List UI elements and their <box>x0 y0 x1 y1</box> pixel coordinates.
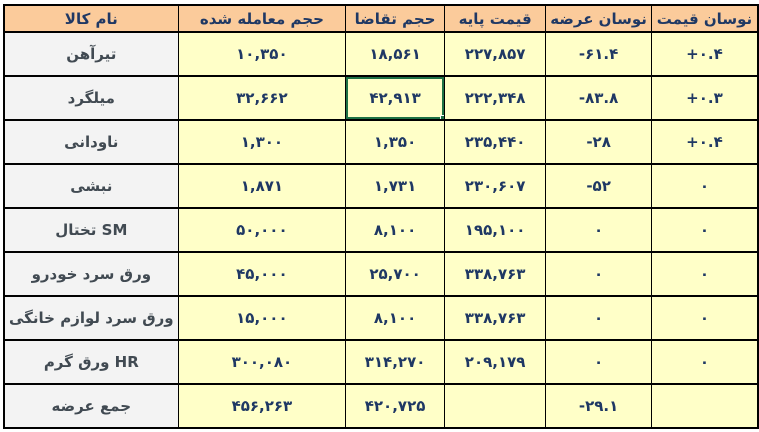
table-row: نبشی ۱,۸۷۱ ۱,۷۳۱ ۲۳۰,۶۰۷ -۵۲ ۰ <box>3 163 759 209</box>
cell-demand-volume[interactable]: ۴۲۰,۷۲۵ <box>345 383 445 429</box>
cell-traded-volume[interactable]: ۳۲,۶۶۲ <box>177 75 347 121</box>
cell-traded-volume[interactable]: ۱۰,۳۵۰ <box>177 31 347 77</box>
cell-price-fluctuation[interactable]: +۰.۴ <box>650 31 759 77</box>
cell-supply-fluctuation[interactable]: ۰ <box>545 339 652 385</box>
cell-traded-volume[interactable]: ۱۵,۰۰۰ <box>177 295 347 341</box>
cell-base-price[interactable]: ۲۰۹,۱۷۹ <box>443 339 547 385</box>
selected-cell-value: ۴۲,۹۱۳ <box>369 89 421 107</box>
cell-traded-volume[interactable]: ۵۰,۰۰۰ <box>177 207 347 253</box>
table-row-total: جمع عرضه ۴۵۶,۲۶۳ ۴۲۰,۷۲۵ -۲۹.۱ <box>3 383 759 429</box>
selected-cell[interactable]: ۴۲,۹۱۳ <box>345 75 445 121</box>
cell-total-label[interactable]: جمع عرضه <box>3 383 179 429</box>
cell-product-name[interactable]: میلگرد <box>3 75 179 121</box>
table-row: تختال SM ۵۰,۰۰۰ ۸,۱۰۰ ۱۹۵,۱۰۰ ۰ ۰ <box>3 207 759 253</box>
cell-demand-volume[interactable]: ۲۵,۷۰۰ <box>345 251 445 297</box>
cell-demand-volume[interactable]: ۱۸,۵۶۱ <box>345 31 445 77</box>
cell-product-name[interactable]: نبشی <box>3 163 179 209</box>
cell-base-price[interactable]: ۲۲۷,۸۵۷ <box>443 31 547 77</box>
table-row: ورق سرد لوازم خانگی ۱۵,۰۰۰ ۸,۱۰۰ ۳۳۸,۷۶۳… <box>3 295 759 341</box>
header-price-fluctuation[interactable]: نوسان قیمت <box>650 4 759 33</box>
cell-base-price[interactable]: ۲۲۲,۳۴۸ <box>443 75 547 121</box>
cell-traded-volume[interactable]: ۱,۸۷۱ <box>177 163 347 209</box>
table-row: ناودانی ۱,۳۰۰ ۱,۳۵۰ ۲۳۵,۴۴۰ -۲۸ +۰.۴ <box>3 119 759 165</box>
cell-supply-fluctuation[interactable]: ۰ <box>545 251 652 297</box>
header-supply-fluctuation[interactable]: نوسان عرضه <box>545 4 652 33</box>
cell-price-fluctuation[interactable]: ۰ <box>650 163 759 209</box>
cell-demand-volume[interactable]: ۱,۷۳۱ <box>345 163 445 209</box>
cell-price-fluctuation[interactable]: +۰.۴ <box>650 119 759 165</box>
cell-traded-volume[interactable]: ۴۵,۰۰۰ <box>177 251 347 297</box>
cell-demand-volume[interactable]: ۸,۱۰۰ <box>345 207 445 253</box>
header-demand-volume[interactable]: حجم تقاضا <box>345 4 445 33</box>
cell-supply-fluctuation[interactable]: -۲۹.۱ <box>545 383 652 429</box>
table-row: ورق سرد خودرو ۴۵,۰۰۰ ۲۵,۷۰۰ ۳۳۸,۷۶۳ ۰ ۰ <box>3 251 759 297</box>
header-base-price[interactable]: قیمت پایه <box>443 4 547 33</box>
table-row: ورق گرم HR ۳۰۰,۰۸۰ ۳۱۴,۲۷۰ ۲۰۹,۱۷۹ ۰ ۰ <box>3 339 759 385</box>
cell-supply-fluctuation[interactable]: -۵۲ <box>545 163 652 209</box>
cell-base-price[interactable]: ۲۳۰,۶۰۷ <box>443 163 547 209</box>
fill-handle[interactable] <box>439 115 444 118</box>
header-row: نام کالا حجم معامله شده حجم تقاضا قیمت پ… <box>3 4 759 33</box>
cell-supply-fluctuation[interactable]: -۶۱.۴ <box>545 31 652 77</box>
commodity-table: نام کالا حجم معامله شده حجم تقاضا قیمت پ… <box>3 4 759 429</box>
cell-price-fluctuation[interactable]: ۰ <box>650 207 759 253</box>
table-row: میلگرد ۳۲,۶۶۲ ۴۲,۹۱۳ ۲۲۲,۳۴۸ -۸۳.۸ +۰.۳ <box>3 75 759 121</box>
cell-traded-volume[interactable]: ۳۰۰,۰۸۰ <box>177 339 347 385</box>
cell-product-name[interactable]: تیرآهن <box>3 31 179 77</box>
cell-price-fluctuation[interactable] <box>650 383 759 429</box>
cell-traded-volume[interactable]: ۱,۳۰۰ <box>177 119 347 165</box>
spreadsheet: نام کالا حجم معامله شده حجم تقاضا قیمت پ… <box>3 4 759 429</box>
header-traded-volume[interactable]: حجم معامله شده <box>177 4 347 33</box>
cell-demand-volume[interactable]: ۳۱۴,۲۷۰ <box>345 339 445 385</box>
cell-product-name[interactable]: ورق گرم HR <box>3 339 179 385</box>
cell-supply-fluctuation[interactable]: ۰ <box>545 207 652 253</box>
cell-base-price[interactable]: ۱۹۵,۱۰۰ <box>443 207 547 253</box>
cell-product-name[interactable]: ناودانی <box>3 119 179 165</box>
cell-product-name[interactable]: ورق سرد لوازم خانگی <box>3 295 179 341</box>
cell-base-price[interactable] <box>443 383 547 429</box>
cell-product-name[interactable]: ورق سرد خودرو <box>3 251 179 297</box>
cell-base-price[interactable]: ۲۳۵,۴۴۰ <box>443 119 547 165</box>
cell-base-price[interactable]: ۳۳۸,۷۶۳ <box>443 295 547 341</box>
header-product-name[interactable]: نام کالا <box>3 4 179 33</box>
cell-price-fluctuation[interactable]: ۰ <box>650 251 759 297</box>
cell-supply-fluctuation[interactable]: -۸۳.۸ <box>545 75 652 121</box>
cell-product-name[interactable]: تختال SM <box>3 207 179 253</box>
cell-price-fluctuation[interactable]: ۰ <box>650 339 759 385</box>
cell-supply-fluctuation[interactable]: ۰ <box>545 295 652 341</box>
cell-base-price[interactable]: ۳۳۸,۷۶۳ <box>443 251 547 297</box>
cell-traded-volume[interactable]: ۴۵۶,۲۶۳ <box>177 383 347 429</box>
cell-price-fluctuation[interactable]: +۰.۳ <box>650 75 759 121</box>
cell-demand-volume[interactable]: ۸,۱۰۰ <box>345 295 445 341</box>
cell-demand-volume[interactable]: ۱,۳۵۰ <box>345 119 445 165</box>
cell-price-fluctuation[interactable]: ۰ <box>650 295 759 341</box>
table-row: تیرآهن ۱۰,۳۵۰ ۱۸,۵۶۱ ۲۲۷,۸۵۷ -۶۱.۴ +۰.۴ <box>3 31 759 77</box>
cell-supply-fluctuation[interactable]: -۲۸ <box>545 119 652 165</box>
